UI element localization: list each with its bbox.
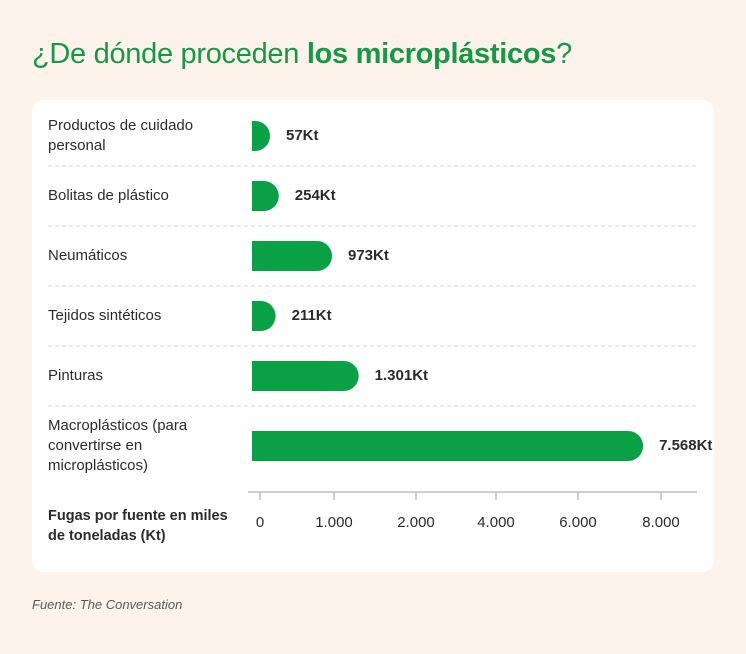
value-label: 973Kt <box>348 247 389 264</box>
bar <box>252 241 333 271</box>
x-tick-label: 8.000 <box>642 514 680 531</box>
category-label: Tejidos sintéticos <box>48 307 161 324</box>
bar <box>252 121 270 151</box>
value-label: 254Kt <box>295 187 336 204</box>
x-tick-label: 1.000 <box>315 514 353 531</box>
value-label: 211Kt <box>292 307 332 324</box>
bar <box>252 431 644 461</box>
x-tick-label: 4.000 <box>477 514 515 531</box>
x-tick-label: 2.000 <box>397 514 435 531</box>
bar <box>252 181 279 211</box>
x-tick-label: 0 <box>256 514 264 531</box>
value-label: 7.568Kt <box>659 437 712 454</box>
value-label: 1.301Kt <box>375 367 428 384</box>
bar <box>252 361 359 391</box>
category-label: Productos de cuidado personal <box>48 117 193 154</box>
source-note: Fuente: The Conversation <box>32 597 183 612</box>
x-axis-title: Fugas por fuente en miles de toneladas (K… <box>48 508 228 544</box>
category-label: Bolitas de plástico <box>48 187 169 204</box>
bar <box>252 301 276 331</box>
x-tick-label: 6.000 <box>559 514 597 531</box>
chart-card <box>32 100 714 572</box>
chart-title: ¿De dónde proceden los microplásticos? <box>32 38 572 70</box>
category-label: Neumáticos <box>48 247 127 264</box>
category-label: Macroplásticos (para convertirse en microp… <box>48 417 188 474</box>
category-label: Pinturas <box>48 367 103 384</box>
value-label: 57Kt <box>286 127 319 144</box>
